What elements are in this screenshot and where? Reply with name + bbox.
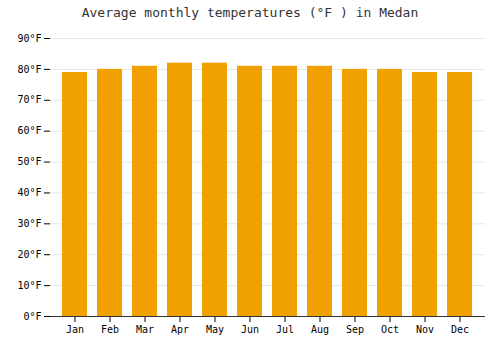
svg-text:90°F: 90°F xyxy=(17,33,41,44)
svg-text:Dec: Dec xyxy=(451,324,469,335)
svg-text:Apr: Apr xyxy=(171,324,189,335)
svg-text:70°F: 70°F xyxy=(17,94,41,105)
svg-text:Nov: Nov xyxy=(416,324,434,335)
svg-text:0°F: 0°F xyxy=(23,311,41,322)
svg-text:40°F: 40°F xyxy=(17,187,41,198)
svg-text:30°F: 30°F xyxy=(17,218,41,229)
svg-text:Jun: Jun xyxy=(241,324,259,335)
svg-text:10°F: 10°F xyxy=(17,280,41,291)
svg-text:Aug: Aug xyxy=(311,324,329,335)
svg-text:20°F: 20°F xyxy=(17,249,41,260)
svg-text:Oct: Oct xyxy=(381,324,399,335)
svg-text:Mar: Mar xyxy=(136,324,154,335)
svg-text:Sep: Sep xyxy=(346,324,364,335)
html-text:Average monthly temperatures (: Average monthly temperatures (°F ) in Me… xyxy=(81,5,419,20)
svg-text:May: May xyxy=(206,324,224,335)
svg-text:80°F: 80°F xyxy=(17,64,41,75)
svg-text:50°F: 50°F xyxy=(17,156,41,167)
svg-text:Jul: Jul xyxy=(276,324,294,335)
svg-text:Jan: Jan xyxy=(66,324,84,335)
svg-text:Feb: Feb xyxy=(101,324,119,335)
svg-text:60°F: 60°F xyxy=(17,125,41,136)
